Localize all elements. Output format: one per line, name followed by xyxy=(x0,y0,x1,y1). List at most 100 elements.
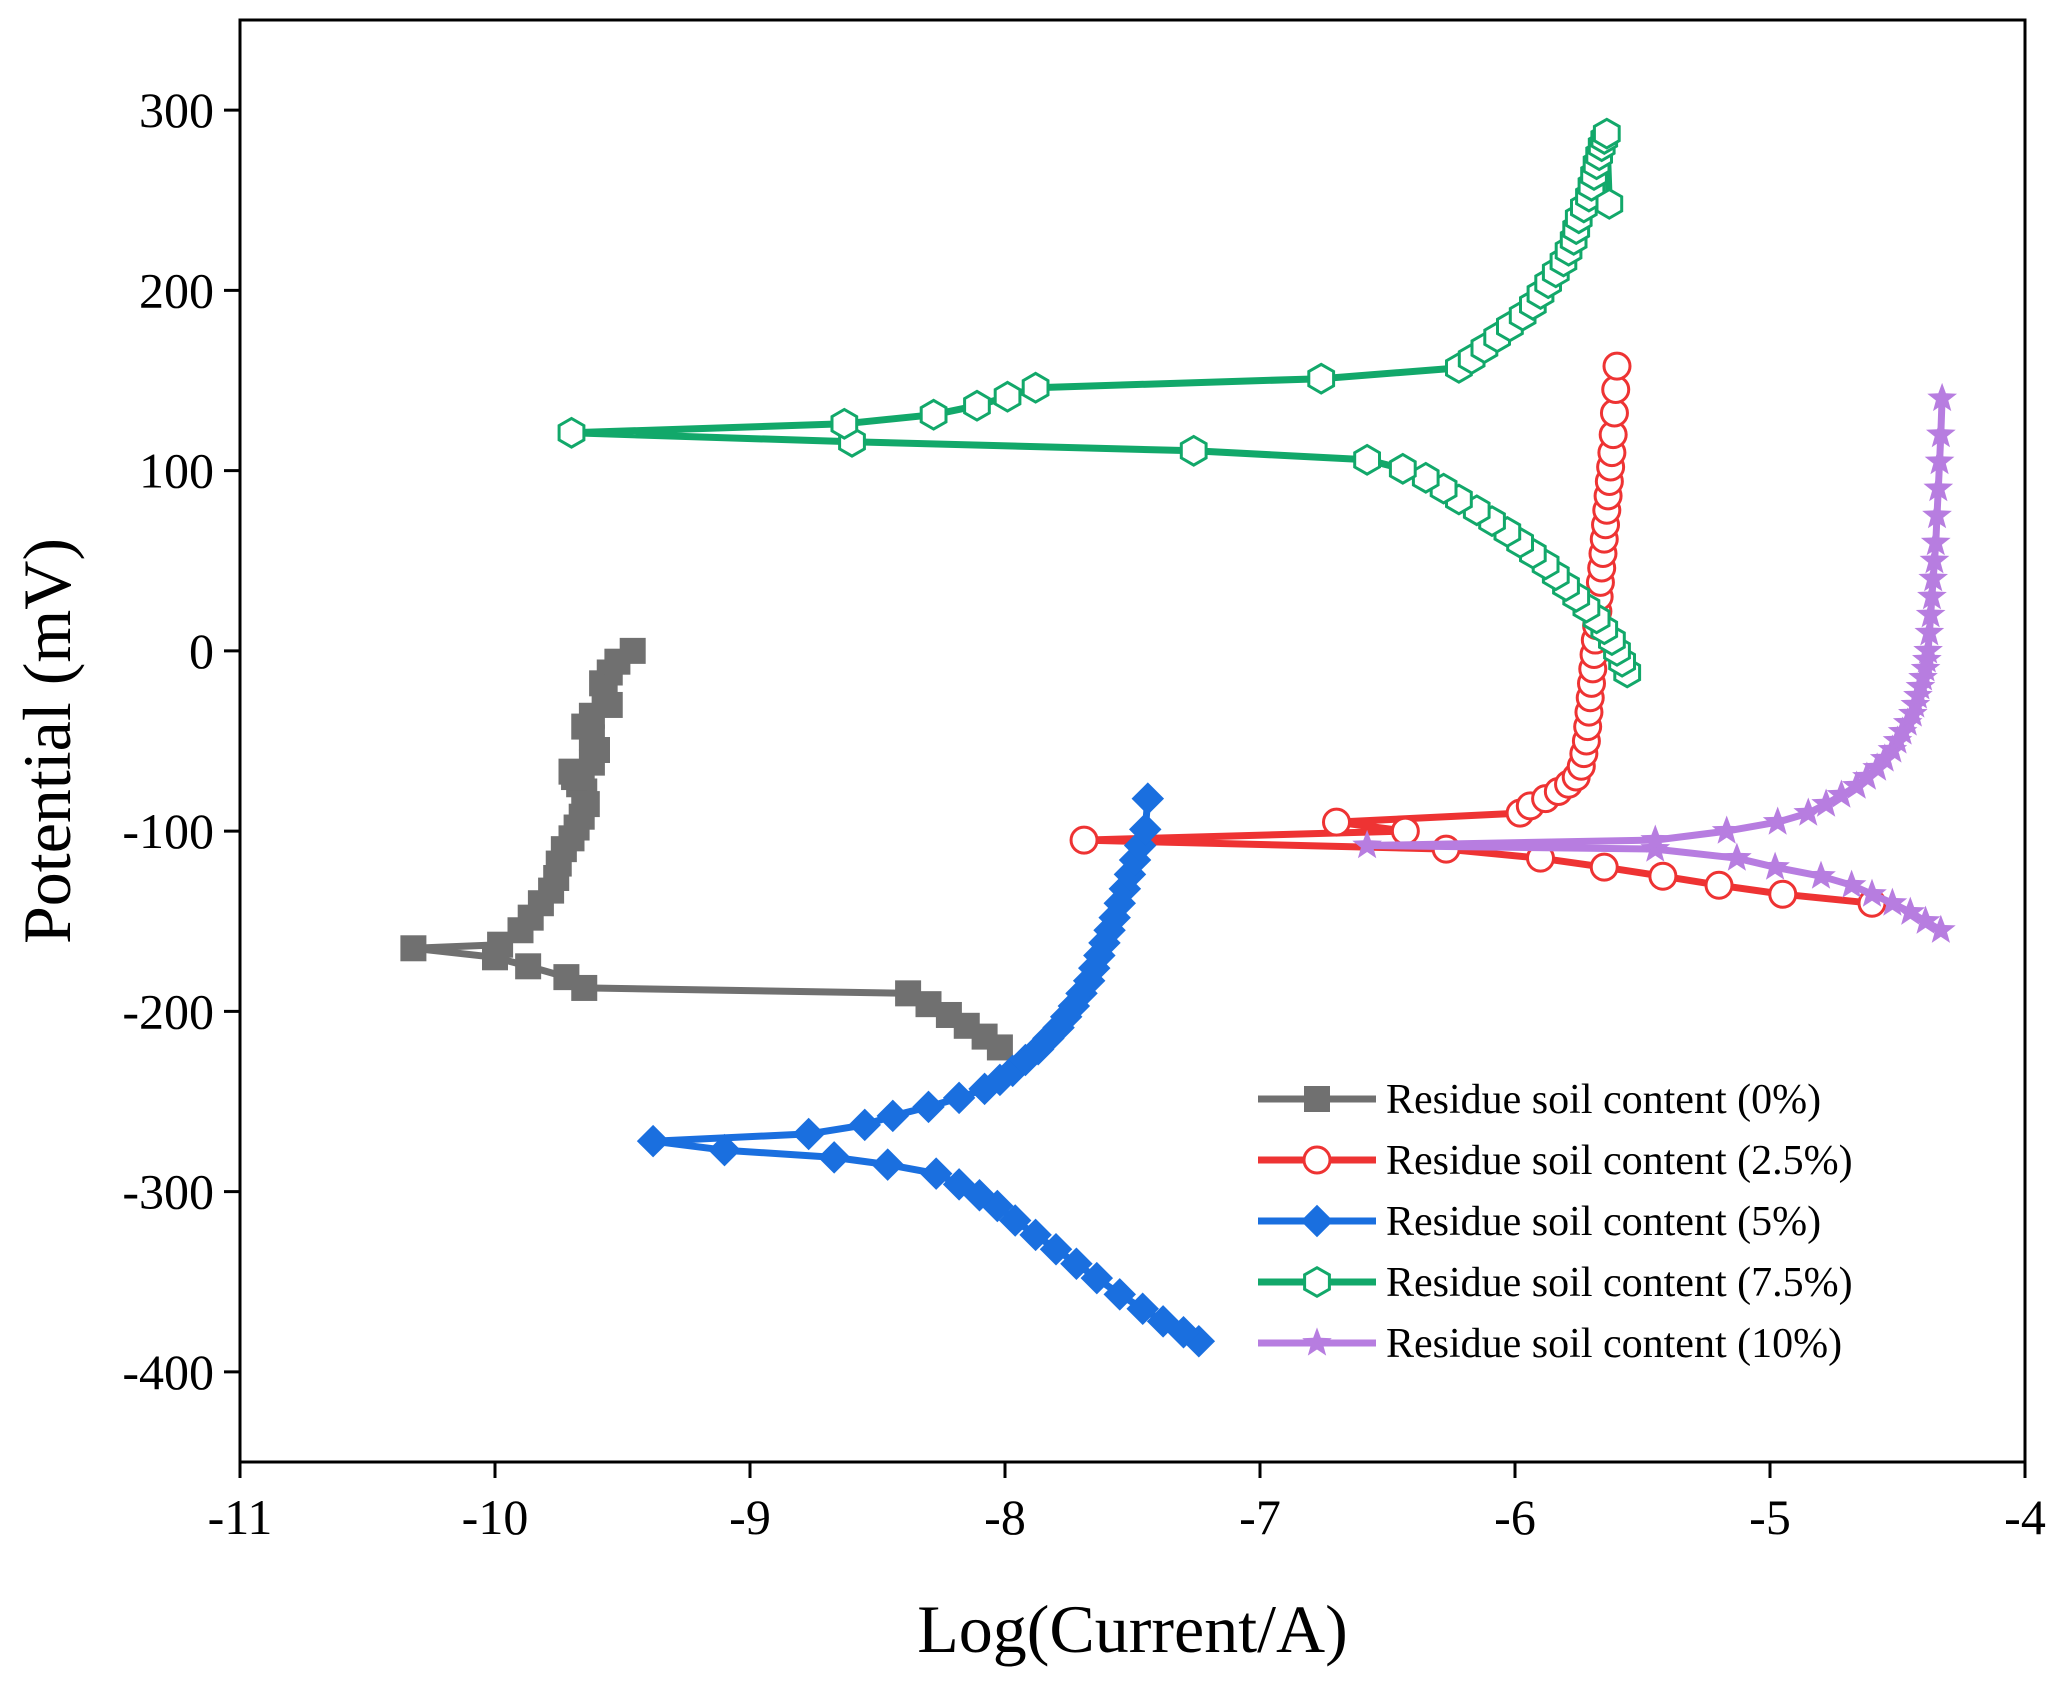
data-point xyxy=(1131,782,1165,815)
y-axis: -400 -300 -200 -100 0 100 200 300 xyxy=(122,82,240,1400)
data-point xyxy=(1915,599,1946,628)
data-point xyxy=(1913,635,1943,664)
data-point xyxy=(1811,788,1841,817)
data-point xyxy=(1760,851,1790,880)
y-tick-label: 0 xyxy=(189,623,214,679)
data-point xyxy=(1926,419,1956,448)
data-point xyxy=(1912,644,1942,673)
data-point xyxy=(1926,914,1956,943)
data-point xyxy=(1648,861,1678,891)
series-line xyxy=(568,130,1631,674)
legend-label: Residue soil content (2.5%) xyxy=(1386,1138,1853,1184)
data-point xyxy=(942,1081,976,1115)
y-tick-label: -400 xyxy=(122,1344,214,1400)
series-2 xyxy=(636,782,1216,1358)
data-point xyxy=(1388,452,1417,485)
data-point xyxy=(553,964,580,991)
data-point xyxy=(1841,770,1872,799)
x-axis: -11 -10 -9 -8 -7 -6 -5 -4 xyxy=(208,1462,2046,1545)
data-point xyxy=(1918,563,1948,592)
legend-marker xyxy=(1300,1204,1334,1238)
x-tick-label: -10 xyxy=(462,1489,529,1545)
x-axis-title: Log(Current/A) xyxy=(917,1591,1348,1667)
y-tick-label: -100 xyxy=(122,803,214,859)
data-point xyxy=(993,380,1022,413)
data-point xyxy=(1704,870,1734,900)
data-point xyxy=(1595,187,1624,220)
data-point xyxy=(1857,878,1887,907)
data-point xyxy=(895,980,922,1007)
data-point xyxy=(1711,815,1742,844)
x-tick-label: -7 xyxy=(1239,1489,1281,1545)
legend: Residue soil content (0%) Residue soil co… xyxy=(1258,1077,1853,1367)
legend-item: Residue soil content (0%) xyxy=(1258,1077,1821,1123)
legend-label: Residue soil content (5%) xyxy=(1386,1199,1821,1245)
data-point xyxy=(792,1117,825,1151)
data-point xyxy=(1352,829,1382,859)
data-point xyxy=(963,389,991,422)
legend-marker xyxy=(1303,1265,1331,1299)
y-tick-label: 300 xyxy=(139,82,214,138)
data-point xyxy=(830,407,859,440)
data-point xyxy=(1390,816,1420,846)
series-0 xyxy=(400,637,1013,1061)
data-point xyxy=(848,1108,881,1142)
legend-marker xyxy=(1302,1145,1332,1175)
legend-marker xyxy=(1304,1086,1330,1112)
y-axis-title: Potential (mV) xyxy=(9,538,85,944)
legend-label: Residue soil content (10%) xyxy=(1386,1321,1842,1367)
data-point xyxy=(1322,807,1351,837)
legend-marker xyxy=(1302,1327,1332,1356)
data-point xyxy=(1793,797,1824,826)
data-point xyxy=(912,1090,945,1124)
x-tick-label: -5 xyxy=(1749,1489,1791,1545)
data-point xyxy=(1592,117,1621,150)
data-point xyxy=(1852,761,1882,790)
data-point xyxy=(1602,351,1632,381)
data-point xyxy=(557,416,586,449)
data-point xyxy=(1914,617,1945,646)
data-point xyxy=(1806,860,1836,889)
data-point xyxy=(1722,842,1752,871)
legend-item: Residue soil content (5%) xyxy=(1258,1199,1821,1245)
data-point xyxy=(1126,1292,1159,1326)
data-point xyxy=(1640,824,1671,853)
data-point xyxy=(515,953,542,980)
legend-label: Residue soil content (0%) xyxy=(1386,1077,1821,1123)
y-tick-label: 200 xyxy=(139,262,214,318)
data-point xyxy=(400,935,427,962)
data-point xyxy=(919,1157,953,1190)
legend-item: Residue soil content (10%) xyxy=(1258,1321,1842,1367)
x-tick-label: -4 xyxy=(2004,1489,2046,1545)
data-point xyxy=(1307,362,1336,395)
x-tick-label: -6 xyxy=(1494,1489,1536,1545)
data-point xyxy=(1910,905,1941,934)
data-point xyxy=(817,1141,851,1174)
series-line xyxy=(649,798,1201,1345)
data-point xyxy=(1069,825,1099,855)
data-point xyxy=(1019,1218,1052,1252)
series-layer xyxy=(400,117,1957,1358)
data-point xyxy=(1927,382,1957,412)
data-point xyxy=(1080,1261,1114,1295)
data-point xyxy=(1353,443,1381,476)
data-point xyxy=(1924,446,1955,475)
data-point xyxy=(1768,879,1798,909)
data-point xyxy=(1923,473,1954,502)
data-point xyxy=(1917,581,1947,610)
y-tick-label: 100 xyxy=(139,443,214,499)
y-tick-label: -200 xyxy=(122,983,214,1039)
data-point xyxy=(1640,833,1671,862)
data-point xyxy=(919,398,948,431)
series-3 xyxy=(557,117,1642,689)
data-point xyxy=(1920,527,1951,556)
data-point xyxy=(1762,806,1793,835)
y-tick-label: -300 xyxy=(122,1164,214,1220)
data-point xyxy=(942,1168,976,1201)
data-point xyxy=(1042,1011,1075,1044)
data-point xyxy=(1039,1233,1073,1266)
data-point xyxy=(619,637,646,664)
data-point xyxy=(1129,813,1162,846)
legend-item: Residue soil content (7.5%) xyxy=(1258,1260,1853,1306)
legend-item: Residue soil content (2.5%) xyxy=(1258,1138,1853,1184)
